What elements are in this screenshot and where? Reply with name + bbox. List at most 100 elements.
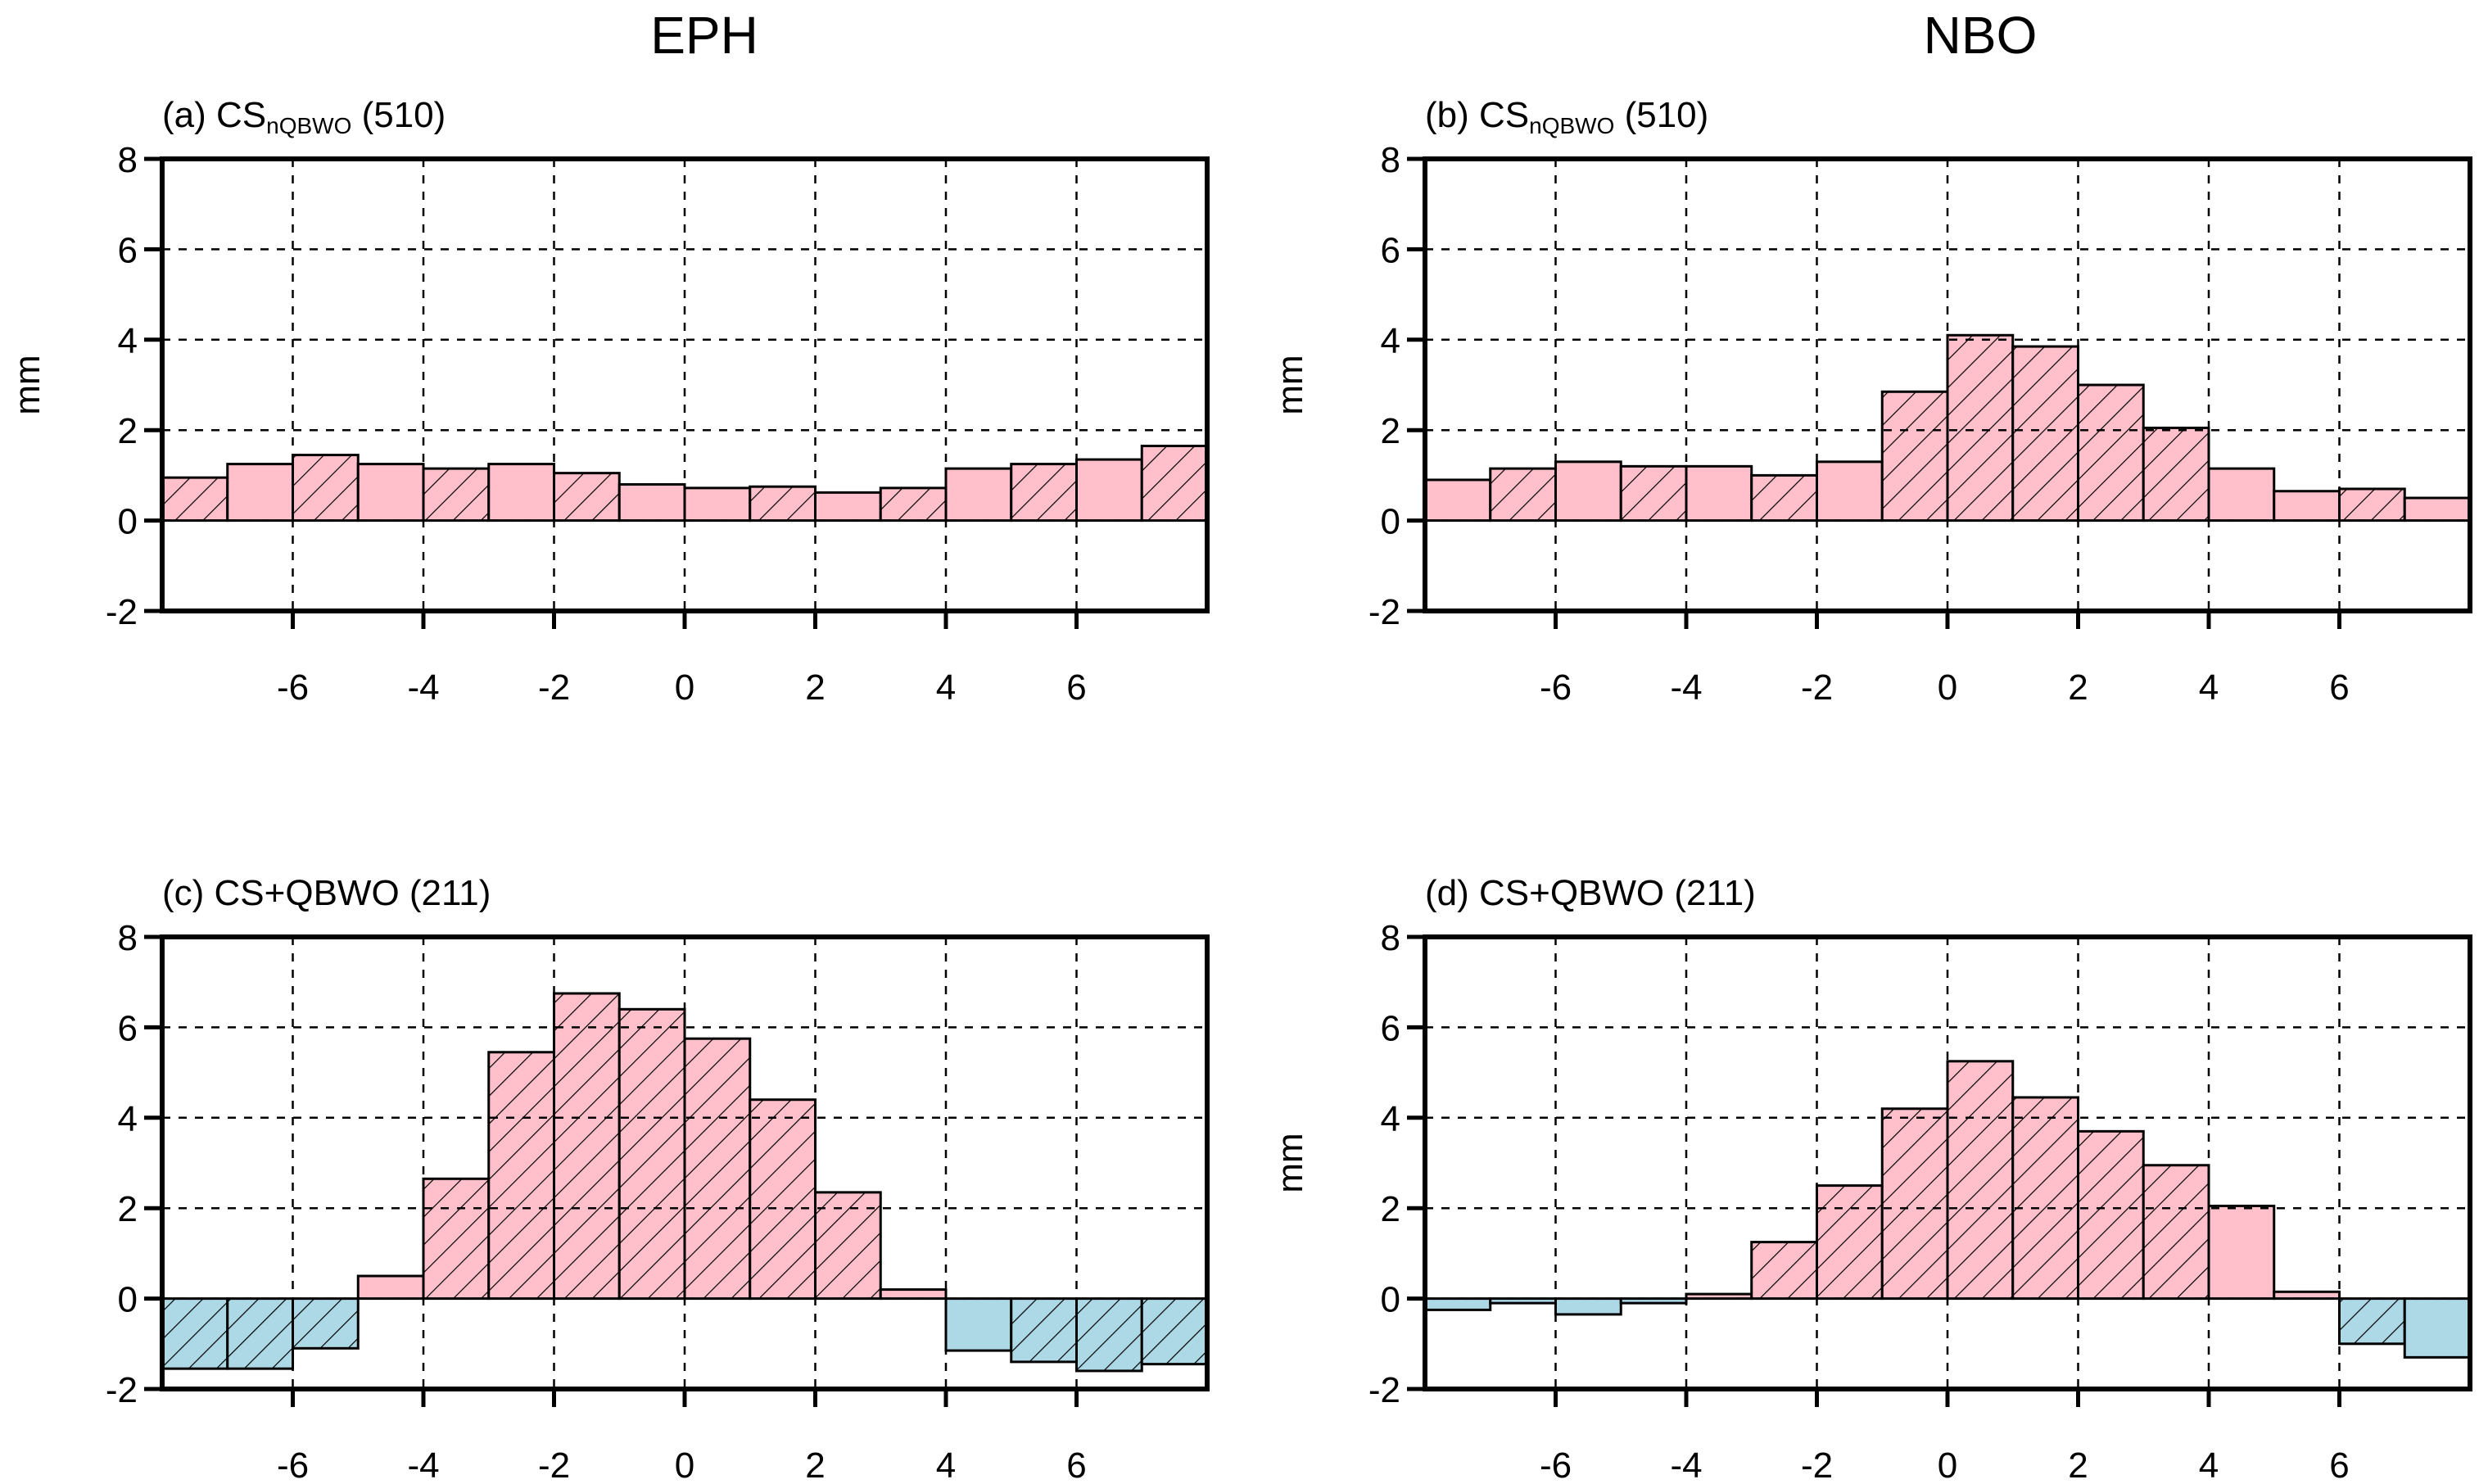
bar-d-13 bbox=[2273, 1290, 2341, 1301]
bar-hatch-c-6 bbox=[554, 993, 620, 1299]
xtick-label-a-1: -4 bbox=[407, 667, 439, 708]
bar-hatch-c-0 bbox=[162, 1298, 228, 1369]
bar-a-3 bbox=[356, 463, 425, 523]
panel-b-title-prefix: (b) CS bbox=[1425, 95, 1530, 135]
bar-a-8 bbox=[683, 486, 752, 523]
xtick-label-d-5: 4 bbox=[2199, 1446, 2219, 1484]
ytick-label-a-4: 6 bbox=[118, 230, 138, 270]
xtick-label-d-1: -4 bbox=[1670, 1446, 1702, 1484]
ytick-label-b-2: 2 bbox=[1381, 411, 1400, 451]
ytick-label-c-0: -2 bbox=[106, 1370, 138, 1410]
ytick-label-a-0: -2 bbox=[106, 592, 138, 632]
ytick-label-a-3: 4 bbox=[118, 321, 138, 361]
panel-d-title-prefix: (d) CS+QBWO (211) bbox=[1425, 873, 1756, 913]
ytick-label-a-1: 0 bbox=[118, 502, 138, 542]
xtick-label-b-4: 2 bbox=[2068, 667, 2088, 708]
ytick-label-c-1: 0 bbox=[118, 1280, 138, 1320]
ytick-label-d-1: 0 bbox=[1381, 1280, 1400, 1320]
xtick-label-b-5: 4 bbox=[2199, 667, 2219, 708]
xtick-label-d-4: 2 bbox=[2068, 1446, 2088, 1484]
xtick-label-c-0: -6 bbox=[277, 1446, 309, 1484]
panel-b-title-suffix: (510) bbox=[1614, 95, 1709, 135]
column-title-nbo: NBO bbox=[1923, 6, 2038, 65]
bar-hatch-b-3 bbox=[1621, 466, 1686, 521]
ylabel-a: mm bbox=[7, 355, 47, 414]
bar-hatch-a-4 bbox=[423, 468, 489, 521]
xtick-label-d-6: 6 bbox=[2329, 1446, 2349, 1484]
ytick-label-c-3: 4 bbox=[118, 1099, 138, 1139]
xtick-label-d-2: -2 bbox=[1801, 1446, 1833, 1484]
bar-hatch-a-15 bbox=[1142, 446, 1207, 521]
bar-b-2 bbox=[1554, 460, 1622, 523]
bar-hatch-d-7 bbox=[1882, 1108, 1947, 1299]
xtick-label-c-3: 0 bbox=[675, 1446, 694, 1484]
xtick-label-c-4: 2 bbox=[805, 1446, 825, 1484]
bar-hatch-d-11 bbox=[2143, 1165, 2209, 1299]
bar-hatch-c-8 bbox=[685, 1038, 750, 1299]
xtick-label-c-1: -4 bbox=[407, 1446, 439, 1484]
bar-a-14 bbox=[1075, 458, 1143, 523]
bar-b-15 bbox=[2403, 496, 2472, 523]
bar-d-2 bbox=[1554, 1297, 1622, 1316]
bar-hatch-a-9 bbox=[749, 486, 816, 521]
panel-b-title-sub: nQBWO bbox=[1529, 113, 1615, 138]
panel-b-title: (b) CSnQBWO (510) bbox=[1425, 95, 1708, 139]
xtick-label-b-3: 0 bbox=[1938, 667, 1957, 708]
bar-hatch-c-4 bbox=[423, 1179, 489, 1299]
bar-d-0 bbox=[1423, 1297, 1492, 1311]
ytick-label-c-2: 2 bbox=[118, 1189, 138, 1229]
bar-b-4 bbox=[1685, 464, 1753, 523]
bar-hatch-c-5 bbox=[488, 1052, 554, 1299]
ytick-label-a-2: 2 bbox=[118, 411, 138, 451]
ytick-label-d-5: 8 bbox=[1381, 918, 1400, 958]
bar-hatch-a-13 bbox=[1011, 464, 1077, 521]
ytick-label-d-4: 6 bbox=[1381, 1008, 1400, 1048]
panel-b: -2 0 2 4 6 8 -6 -4 -2 0 2 4 6 mm bbox=[1270, 140, 2472, 708]
bar-hatch-a-2 bbox=[292, 455, 359, 521]
bar-hatch-c-9 bbox=[749, 1099, 816, 1299]
ytick-label-a-5: 8 bbox=[118, 140, 138, 180]
xtick-label-a-4: 2 bbox=[805, 667, 825, 708]
xtick-label-a-0: -6 bbox=[277, 667, 309, 708]
bar-hatch-c-2 bbox=[292, 1298, 359, 1349]
bar-hatch-a-0 bbox=[162, 477, 228, 521]
xtick-label-b-1: -4 bbox=[1670, 667, 1702, 708]
bar-hatch-d-5 bbox=[1751, 1242, 1817, 1299]
ytick-label-d-0: -2 bbox=[1368, 1370, 1400, 1410]
xtick-label-a-6: 6 bbox=[1066, 667, 1086, 708]
bar-hatch-c-14 bbox=[1076, 1298, 1142, 1371]
xtick-label-b-6: 6 bbox=[2329, 667, 2349, 708]
bar-d-15 bbox=[2403, 1297, 2472, 1359]
bar-hatch-a-11 bbox=[880, 487, 946, 521]
panel-c-title: (c) CS+QBWO (211) bbox=[162, 873, 491, 914]
panel-a-title-sub: nQBWO bbox=[266, 113, 352, 138]
bar-hatch-d-8 bbox=[1947, 1061, 2013, 1299]
panel-a-title: (a) CSnQBWO (510) bbox=[162, 95, 446, 139]
panel-a-title-suffix: (510) bbox=[351, 95, 446, 135]
bar-c-12 bbox=[944, 1297, 1013, 1352]
xtick-label-d-3: 0 bbox=[1938, 1446, 1957, 1484]
bar-hatch-c-15 bbox=[1142, 1298, 1207, 1364]
bar-hatch-b-7 bbox=[1882, 391, 1947, 521]
panel-d-title: (d) CS+QBWO (211) bbox=[1425, 873, 1756, 914]
ytick-label-b-0: -2 bbox=[1368, 592, 1400, 632]
panel-c-title-prefix: (c) CS+QBWO (211) bbox=[162, 873, 491, 913]
bar-b-0 bbox=[1423, 478, 1492, 523]
bar-a-12 bbox=[944, 467, 1013, 523]
bar-a-5 bbox=[487, 463, 555, 523]
xtick-label-a-2: -2 bbox=[538, 667, 570, 708]
ytick-label-d-3: 4 bbox=[1381, 1099, 1400, 1139]
bar-a-7 bbox=[617, 482, 686, 523]
column-title-eph: EPH bbox=[650, 6, 758, 65]
bar-hatch-b-14 bbox=[2339, 488, 2405, 521]
bar-hatch-c-13 bbox=[1011, 1298, 1077, 1362]
ytick-label-d-2: 2 bbox=[1381, 1189, 1400, 1229]
bar-hatch-b-8 bbox=[1947, 335, 2013, 521]
ylabel-b: mm bbox=[1270, 355, 1310, 414]
xtick-label-b-2: -2 bbox=[1801, 667, 1833, 708]
bar-hatch-d-14 bbox=[2339, 1298, 2405, 1344]
bar-hatch-c-7 bbox=[619, 1009, 685, 1299]
ytick-label-b-4: 6 bbox=[1381, 230, 1400, 270]
xtick-label-d-0: -6 bbox=[1540, 1446, 1572, 1484]
bar-hatch-d-6 bbox=[1816, 1185, 1883, 1299]
